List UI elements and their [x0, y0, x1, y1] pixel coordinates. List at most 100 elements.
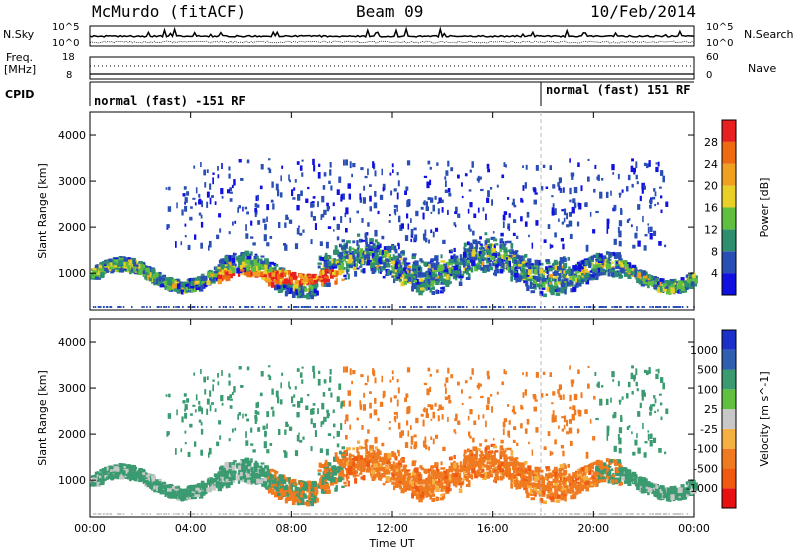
power-echo	[522, 273, 527, 279]
power-echo-high	[471, 161, 474, 168]
power-echo	[395, 261, 399, 266]
power-echo	[470, 267, 474, 273]
power-echo	[480, 247, 485, 250]
velocity-echo	[442, 496, 446, 499]
power-nearrange	[493, 306, 495, 308]
power-echo-high	[407, 199, 411, 204]
power-echo	[135, 264, 139, 268]
power-echo	[204, 282, 208, 288]
power-nearrange	[416, 306, 418, 308]
velocity-echo	[431, 497, 436, 502]
power-echo	[595, 275, 599, 281]
power-echo-high	[300, 190, 303, 196]
power-echo-high	[359, 193, 362, 200]
power-echo	[237, 271, 241, 277]
power-echo	[612, 251, 616, 256]
power-echo-high	[365, 244, 369, 248]
power-echo	[335, 273, 339, 276]
power-echo	[494, 261, 498, 265]
power-nearrange	[247, 306, 250, 308]
power-echo	[359, 257, 362, 264]
velocity-echo	[299, 482, 304, 488]
power-echo-high	[660, 170, 664, 176]
power-echo-high	[200, 214, 203, 219]
power-nearrange	[575, 306, 578, 308]
power-echo-high	[229, 198, 233, 202]
power-echo	[595, 260, 600, 265]
power-nearrange	[97, 306, 100, 308]
power-echo	[227, 262, 232, 266]
power-echo	[391, 275, 394, 278]
power-echo-high	[212, 172, 215, 175]
velocity-echo	[516, 484, 522, 490]
power-echo	[482, 250, 486, 255]
power-echo	[273, 278, 277, 283]
power-nearrange	[143, 306, 145, 308]
power-echo	[120, 256, 123, 259]
power-echo-high	[211, 195, 214, 198]
power-echo	[304, 274, 307, 279]
power-echo	[344, 251, 349, 254]
power-echo	[465, 277, 471, 280]
velocity-echo	[474, 470, 478, 474]
power-echo	[464, 260, 468, 266]
power-echo	[391, 244, 394, 250]
power-echo-high	[610, 190, 612, 196]
velocity-echo	[482, 471, 488, 476]
power-echo	[556, 271, 559, 275]
velocity-echo	[399, 485, 402, 490]
velocity-echo	[581, 486, 585, 492]
power-echo	[662, 283, 667, 287]
power-nearrange	[625, 306, 628, 308]
power-echo	[686, 282, 690, 288]
power-echo-high	[557, 182, 560, 187]
power-echo	[383, 251, 389, 254]
power-nearrange	[229, 306, 231, 308]
power-echo	[322, 272, 328, 277]
power-echo	[173, 280, 177, 283]
power-echo	[494, 243, 499, 246]
power-echo-high	[340, 216, 343, 223]
velocity-echo	[513, 474, 517, 480]
power-echo-high	[186, 191, 190, 196]
power-echo	[394, 275, 399, 281]
power-echo-high	[434, 195, 437, 200]
power-echo	[163, 280, 169, 285]
power-nearrange	[334, 306, 337, 308]
power-echo	[507, 262, 510, 265]
power-echo-high	[277, 189, 280, 197]
power-echo	[210, 273, 215, 277]
power-echo-high	[341, 239, 345, 243]
power-echo	[560, 288, 565, 294]
power-echo	[355, 263, 358, 267]
power-nearrange	[651, 306, 653, 308]
power-echo	[512, 271, 516, 278]
power-echo	[548, 265, 553, 268]
power-echo-high	[422, 201, 426, 205]
power-echo	[240, 268, 245, 272]
velocity-echo	[590, 469, 594, 472]
power-echo	[411, 266, 416, 272]
station-title: McMurdo (fitACF)	[92, 2, 247, 21]
power-echo-high	[201, 200, 203, 208]
velocity-echo	[596, 472, 600, 476]
power-echo	[625, 270, 629, 273]
power-echo	[276, 271, 280, 276]
power-echo	[554, 264, 559, 271]
power-echo	[251, 266, 256, 272]
power-echo	[178, 287, 181, 292]
power-echo-high	[232, 221, 234, 226]
power-echo	[178, 281, 183, 287]
freq-tick-bottom: 8	[66, 70, 73, 81]
power-echo-high	[388, 220, 391, 223]
power-echo-high	[435, 227, 439, 232]
velocity-echo	[352, 447, 356, 451]
power-nearrange	[632, 306, 634, 308]
power-echo	[223, 275, 228, 279]
power-echo-high	[455, 206, 458, 213]
velocity-echo	[564, 477, 568, 482]
power-echo	[458, 261, 463, 266]
power-echo	[596, 258, 599, 262]
power-echo	[510, 270, 513, 276]
power-echo	[418, 267, 421, 271]
